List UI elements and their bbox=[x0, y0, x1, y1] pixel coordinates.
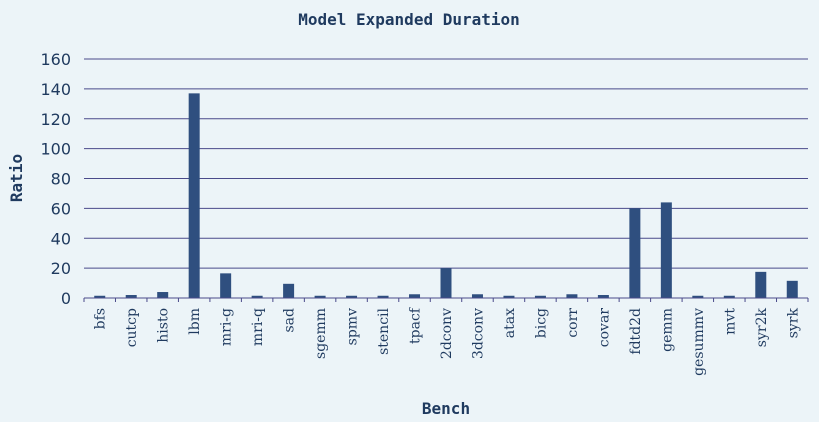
y-tick-label: 120 bbox=[40, 110, 71, 129]
chart-title: Model Expanded Duration bbox=[298, 10, 520, 29]
bar-lbm bbox=[188, 93, 200, 298]
x-axis-title: Bench bbox=[422, 399, 470, 418]
bar-tpacf bbox=[409, 294, 421, 298]
x-tick-label: 2dconv bbox=[439, 308, 455, 359]
y-tick-label: 20 bbox=[51, 259, 71, 278]
bars bbox=[94, 93, 798, 298]
x-tick-label: stencil bbox=[376, 307, 392, 354]
y-tick-label: 140 bbox=[40, 80, 71, 99]
bar-sad bbox=[283, 283, 295, 298]
bar-fdtd2d bbox=[629, 208, 641, 298]
bar-mri-g bbox=[220, 273, 232, 298]
x-tick-label: covar bbox=[596, 308, 612, 348]
x-tick-label: gesummv bbox=[691, 308, 707, 376]
x-tick-label: lbm bbox=[187, 308, 203, 335]
y-axis-ticks: 0 20 40 60 80 100 120 140 160 bbox=[40, 50, 71, 308]
gridlines bbox=[84, 58, 808, 269]
x-tick-label: mvt bbox=[722, 308, 738, 335]
bar-corr bbox=[566, 294, 578, 298]
x-tick-label: syr2k bbox=[754, 307, 770, 347]
bar-bicg bbox=[534, 295, 546, 298]
bar-syr2k bbox=[755, 271, 767, 298]
y-tick-label: 160 bbox=[40, 50, 71, 69]
x-tick-label: sad bbox=[282, 308, 298, 333]
x-tick-label: spmv bbox=[345, 308, 361, 345]
bar-histo bbox=[157, 292, 169, 298]
x-tick-label: bfs bbox=[93, 308, 109, 329]
x-tick-label: histo bbox=[156, 308, 172, 343]
x-tick-label: 3dconv bbox=[470, 308, 486, 359]
bar-cutcp bbox=[125, 295, 137, 298]
x-tick-label: fdtd2d bbox=[628, 308, 644, 355]
x-tick-label: tpacf bbox=[408, 306, 424, 344]
x-tick-label: corr bbox=[565, 308, 581, 338]
x-tick-label: atax bbox=[502, 308, 518, 338]
y-tick-label: 80 bbox=[51, 170, 71, 189]
y-tick-label: 0 bbox=[61, 289, 71, 308]
x-tick-label: gemm bbox=[659, 308, 675, 352]
x-tick-label: mri-g bbox=[219, 308, 235, 346]
x-axis-ticks: bfs cutcp histo lbm mri-g mri-q sad sgemm spmv st… bbox=[83, 298, 809, 376]
y-axis-title: Ratio bbox=[7, 154, 26, 202]
bar-spmv bbox=[346, 295, 358, 298]
y-tick-label: 100 bbox=[40, 140, 71, 159]
x-tick-label: cutcp bbox=[124, 308, 140, 347]
x-tick-label: sgemm bbox=[313, 308, 329, 359]
bar-covar bbox=[597, 295, 609, 298]
x-tick-label: syrk bbox=[785, 307, 801, 338]
bar-syrk bbox=[786, 280, 798, 298]
bar-bfs bbox=[94, 295, 106, 298]
bar-sgemm bbox=[314, 295, 326, 298]
y-tick-label: 60 bbox=[51, 199, 71, 218]
bar-gemm bbox=[660, 202, 672, 298]
x-tick-label: mri-q bbox=[250, 308, 266, 346]
bar-2dconv bbox=[440, 268, 452, 298]
bar-mvt bbox=[723, 295, 735, 298]
x-tick-label: bicg bbox=[533, 308, 549, 338]
bar-3dconv bbox=[471, 294, 483, 298]
bar-gesummv bbox=[692, 295, 704, 298]
bar-mri-q bbox=[251, 295, 263, 298]
bar-stencil bbox=[377, 295, 389, 298]
bar-atax bbox=[503, 295, 515, 298]
y-tick-label: 40 bbox=[51, 229, 71, 248]
